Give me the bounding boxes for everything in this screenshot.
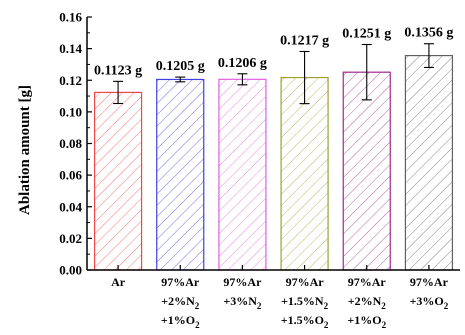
y-tick-label: 0.14: [59, 41, 82, 56]
category-label: +2%N2: [161, 294, 200, 311]
category-label: 97%Ar: [161, 275, 200, 289]
bar: [156, 78, 205, 271]
category-label: 97%Ar: [286, 275, 325, 289]
data-label: 0.1206 g: [218, 56, 267, 71]
data-label: 0.1123 g: [94, 63, 142, 78]
category-label: 97%Ar: [223, 275, 262, 289]
category-label: +2%N2: [348, 294, 387, 311]
data-label: 0.1205 g: [156, 59, 205, 74]
category-label: 97%Ar: [348, 275, 387, 289]
category-label: +1%O2: [161, 313, 200, 330]
bar: [404, 54, 454, 271]
category-label: 97%Ar: [410, 275, 449, 289]
bar: [342, 71, 391, 271]
data-label: 0.1217 g: [280, 33, 329, 48]
data-label: 0.1356 g: [404, 26, 453, 41]
category-label: +1.5%O2: [281, 313, 329, 330]
y-tick-label: 0.04: [59, 199, 82, 214]
y-axis-title: Ablation amount [g]: [17, 85, 33, 215]
y-tick-label: 0.12: [59, 73, 82, 88]
bar: [280, 76, 329, 271]
category-label: +1.5%N2: [281, 294, 329, 311]
y-tick-label: 0.16: [59, 10, 82, 25]
y-tick-label: 0.02: [59, 231, 82, 246]
category-label: +1%O2: [347, 313, 386, 330]
y-tick-label: 0.06: [59, 168, 82, 183]
y-tick-label: 0.08: [59, 136, 82, 151]
data-label: 0.1251 g: [342, 27, 391, 42]
y-tick-label: 0.00: [59, 263, 82, 278]
y-tick-label: 0.10: [59, 104, 82, 119]
category-label: +3%N2: [223, 294, 262, 311]
bar: [93, 91, 143, 271]
category-label: Ar: [111, 275, 126, 289]
category-label: +3%O2: [410, 294, 449, 311]
bar: [218, 78, 267, 271]
plot-area: 0.00 0.02 0.04 0.06 0.08 0.10 0.12 0.14 0.16 0.11…: [59, 10, 460, 330]
